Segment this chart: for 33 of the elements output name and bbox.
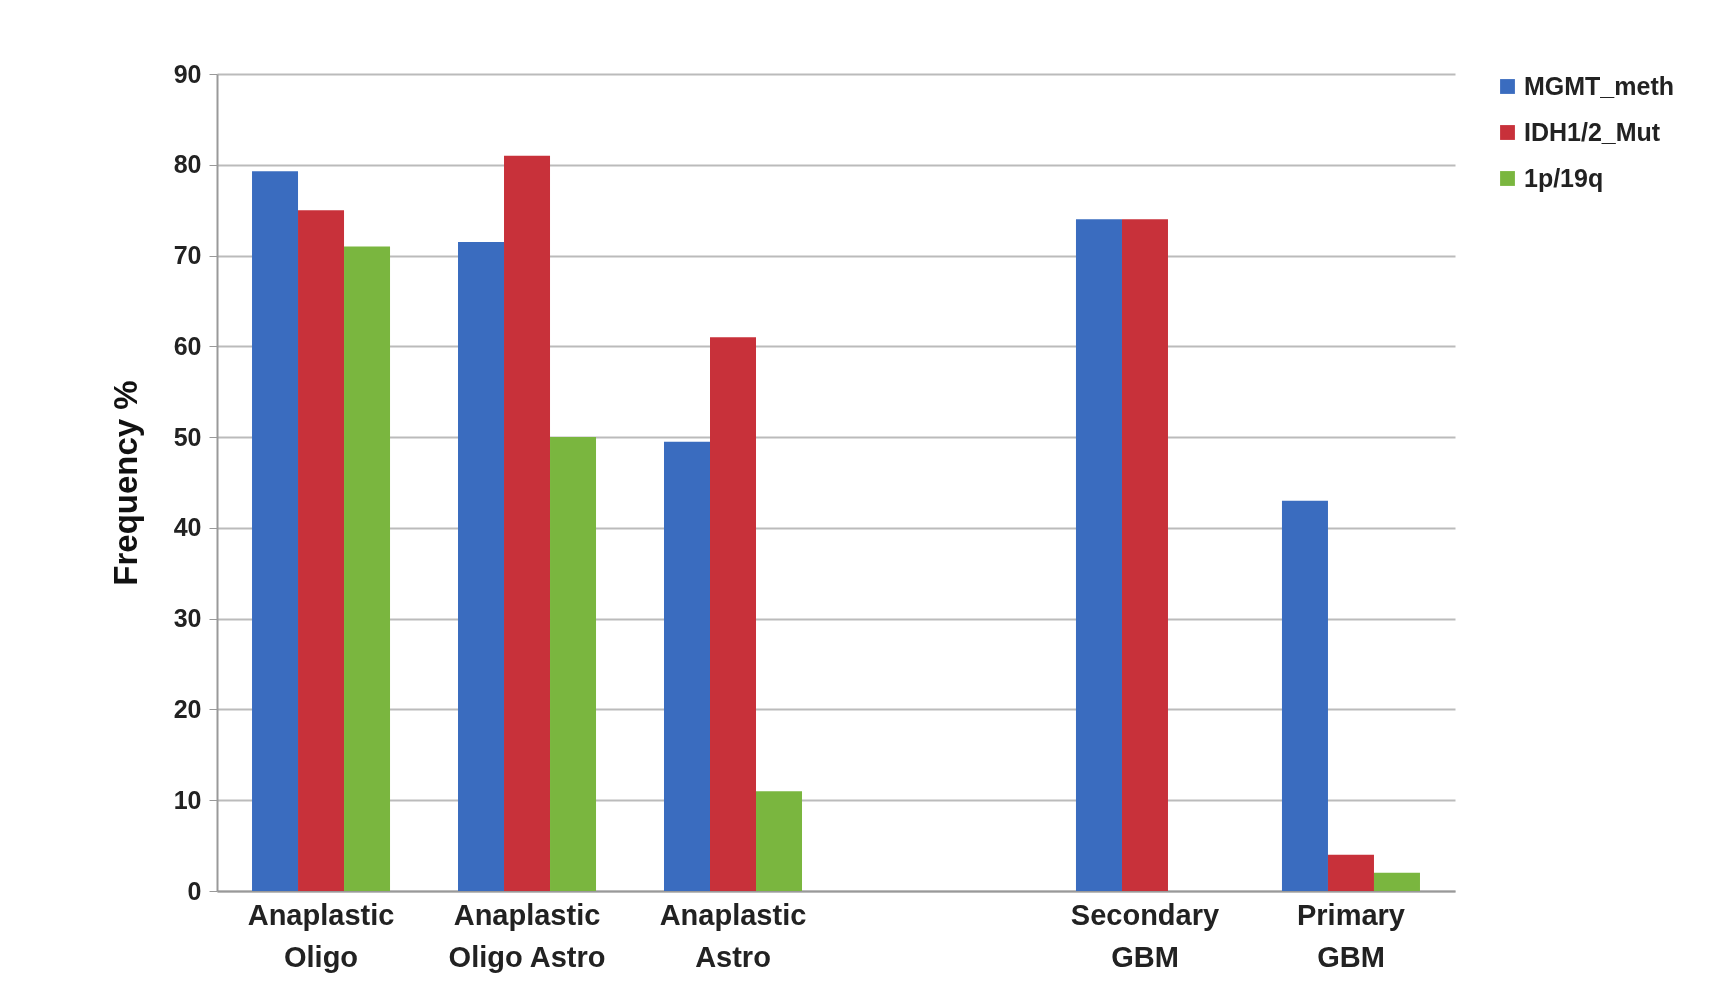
y-tick-label: 50	[173, 422, 202, 451]
bar	[1281, 500, 1328, 891]
bar	[504, 155, 551, 891]
x-tick-label: Anaplastic Astro	[659, 898, 807, 973]
bar	[1373, 872, 1420, 891]
x-tick-label: Primary GBM	[1296, 898, 1405, 973]
bar	[252, 171, 299, 891]
bar	[550, 437, 597, 891]
bar	[710, 337, 757, 891]
bar	[298, 210, 345, 891]
legend-label: 1p/19q	[1524, 163, 1604, 192]
x-tick-label: Anaplastic Oligo	[247, 898, 395, 973]
bar	[1121, 219, 1168, 891]
bar	[756, 791, 803, 891]
y-tick-label: 60	[173, 331, 202, 360]
x-tick-label: Anaplastic Oligo Astro	[448, 898, 606, 973]
y-tick-label: 10	[173, 785, 202, 814]
y-tick-label: 0	[187, 876, 202, 905]
y-tick-label: 20	[173, 694, 202, 723]
x-tick-label: Secondary GBM	[1070, 898, 1220, 973]
y-tick-label: 70	[173, 241, 202, 270]
bar	[344, 246, 391, 891]
y-tick-label: 90	[173, 59, 202, 88]
bar	[1075, 219, 1122, 891]
y-tick-label: 40	[173, 513, 202, 542]
bar	[1327, 854, 1374, 891]
legend-label: MGMT_meth	[1524, 71, 1674, 100]
y-axis-title: Frequency %	[106, 380, 144, 586]
bar	[664, 441, 710, 891]
legend-label: IDH1/2_Mut	[1524, 117, 1661, 146]
bar	[458, 241, 505, 891]
y-tick-label: 80	[173, 150, 202, 179]
y-tick-label: 30	[173, 604, 202, 633]
